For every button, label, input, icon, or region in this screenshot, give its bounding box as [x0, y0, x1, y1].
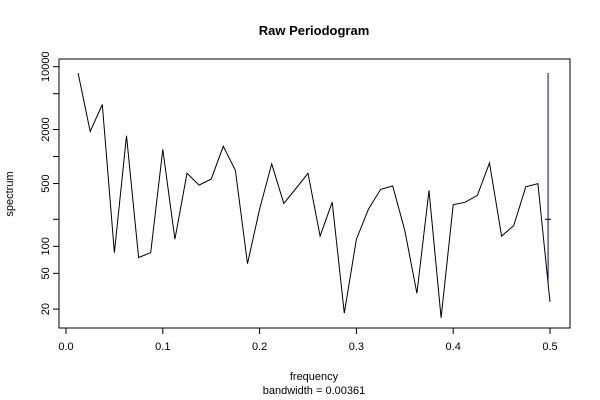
x-axis: 0.0 0.1 0.2 0.3 0.4 0.5 [58, 328, 558, 353]
y-axis: 10000 2000 500 100 50 20 [40, 51, 59, 315]
y-tick-label: 10000 [40, 51, 52, 82]
plot-frame [58, 58, 571, 329]
x-axis-label: frequency [290, 371, 339, 383]
chart-title: Raw Periodogram [259, 23, 370, 38]
x-tick-label: 0.0 [58, 341, 73, 353]
y-axis-label: spectrum [4, 171, 16, 216]
y-tick-label: 500 [40, 174, 52, 192]
confidence-bar [545, 73, 552, 285]
x-axis-sublabel: bandwidth = 0.00361 [263, 385, 365, 397]
y-tick-label: 2000 [40, 117, 52, 141]
x-tick-label: 0.3 [349, 341, 364, 353]
series-group [77, 72, 551, 318]
y-tick-label: 20 [40, 303, 52, 315]
x-tick-label: 0.5 [542, 341, 557, 353]
x-tick-label: 0.4 [446, 341, 461, 353]
y-tick-label: 50 [40, 267, 52, 279]
y-tick-label: 100 [40, 237, 52, 255]
x-tick-label: 0.1 [155, 341, 170, 353]
x-tick-label: 0.2 [252, 341, 267, 353]
spectrum-line [77, 72, 551, 318]
